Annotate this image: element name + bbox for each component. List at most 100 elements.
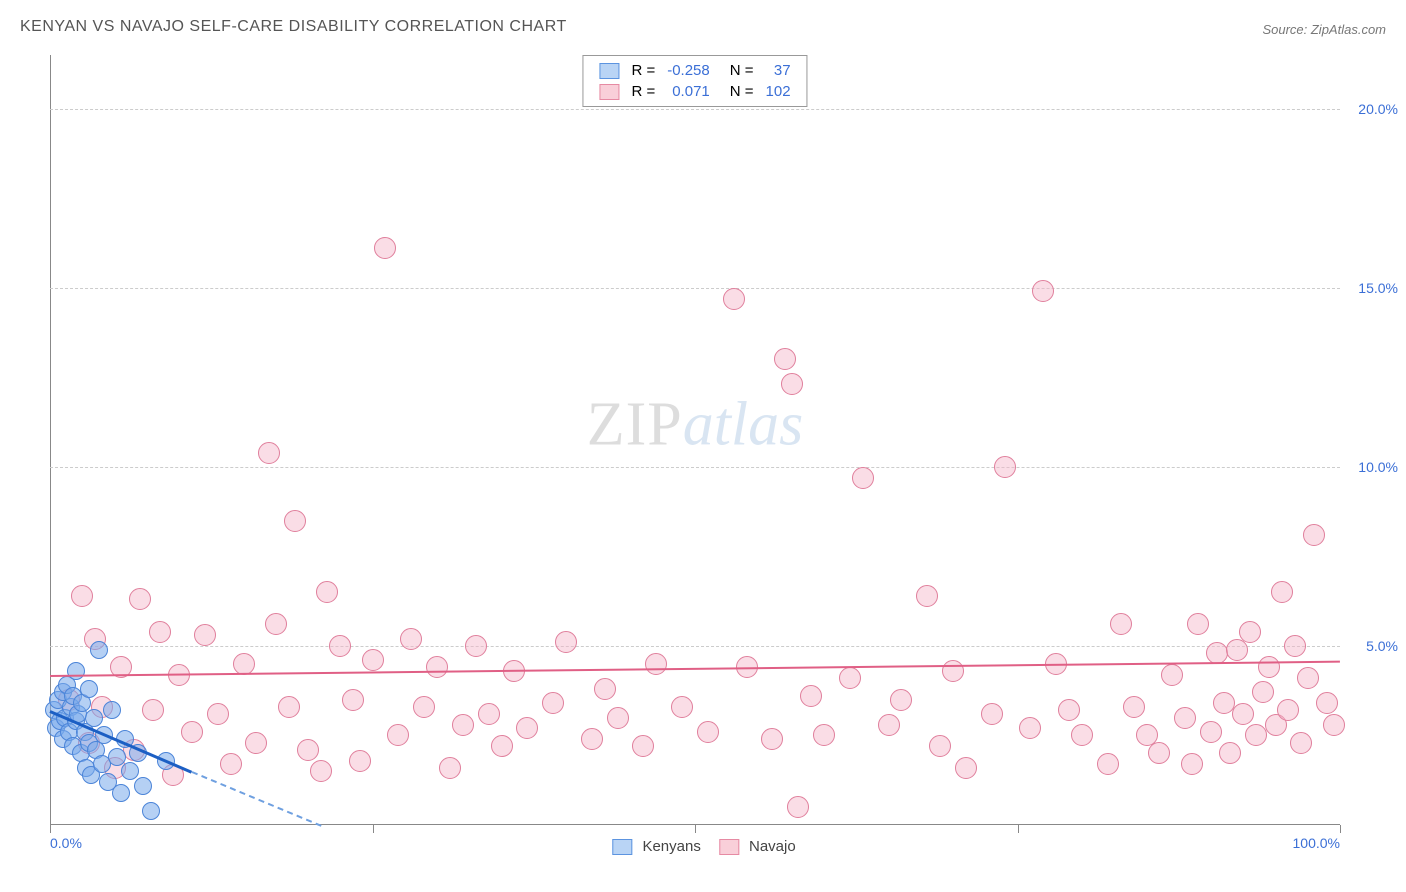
data-point <box>149 621 171 643</box>
data-point <box>555 631 577 653</box>
data-point <box>80 680 98 698</box>
data-point <box>1297 667 1319 689</box>
legend-swatch <box>599 63 619 79</box>
y-tick-label: 10.0% <box>1358 459 1398 475</box>
data-point <box>181 721 203 743</box>
data-point <box>607 707 629 729</box>
data-point <box>245 732 267 754</box>
data-point <box>813 724 835 746</box>
data-point <box>516 717 538 739</box>
x-tick-label: 100.0% <box>1293 835 1340 851</box>
data-point <box>878 714 900 736</box>
data-point <box>1019 717 1041 739</box>
data-point <box>1206 642 1228 664</box>
y-tick-label: 15.0% <box>1358 280 1398 296</box>
x-tick-mark <box>695 825 696 833</box>
legend-row: R =0.071N =102 <box>593 81 796 102</box>
series-legend: Kenyans Navajo <box>594 838 795 855</box>
data-point <box>1277 699 1299 721</box>
legend-r-label: R = <box>625 81 661 102</box>
data-point <box>439 757 461 779</box>
scatter-plot-area: ZIPatlas R =-0.258N =37R =0.071N =102 Ke… <box>50 55 1340 825</box>
data-point <box>67 662 85 680</box>
data-point <box>316 581 338 603</box>
data-point <box>1290 732 1312 754</box>
data-point <box>542 692 564 714</box>
x-tick-mark <box>1340 825 1341 833</box>
data-point <box>1323 714 1345 736</box>
data-point <box>142 802 160 820</box>
data-point <box>955 757 977 779</box>
data-point <box>342 689 364 711</box>
data-point <box>723 288 745 310</box>
data-point <box>284 510 306 532</box>
gridline <box>50 646 1340 647</box>
legend-r-value: 0.071 <box>661 81 716 102</box>
data-point <box>697 721 719 743</box>
data-point <box>329 635 351 657</box>
data-point <box>1258 656 1280 678</box>
data-point <box>265 613 287 635</box>
data-point <box>478 703 500 725</box>
data-point <box>491 735 513 757</box>
data-point <box>1058 699 1080 721</box>
legend-series-label: Kenyans <box>638 838 701 855</box>
data-point <box>374 237 396 259</box>
legend-row: R =-0.258N =37 <box>593 60 796 81</box>
data-point <box>310 760 332 782</box>
data-point <box>645 653 667 675</box>
watermark: ZIPatlas <box>587 389 804 460</box>
data-point <box>1032 280 1054 302</box>
legend-r-label: R = <box>625 60 661 81</box>
x-tick-mark <box>373 825 374 833</box>
data-point <box>787 796 809 818</box>
gridline <box>50 109 1340 110</box>
correlation-legend: R =-0.258N =37R =0.071N =102 <box>582 55 807 107</box>
data-point <box>1148 742 1170 764</box>
chart-container: KENYAN VS NAVAJO SELF-CARE DISABILITY CO… <box>0 0 1406 892</box>
data-point <box>258 442 280 464</box>
data-point <box>942 660 964 682</box>
y-tick-label: 5.0% <box>1366 638 1398 654</box>
gridline <box>50 467 1340 468</box>
legend-r-value: -0.258 <box>661 60 716 81</box>
data-point <box>278 696 300 718</box>
legend-series-label: Navajo <box>745 838 796 855</box>
legend-n-label: N = <box>716 81 760 102</box>
x-tick-label: 0.0% <box>50 835 82 851</box>
data-point <box>103 701 121 719</box>
data-point <box>85 709 103 727</box>
data-point <box>1245 724 1267 746</box>
data-point <box>1174 707 1196 729</box>
x-tick-mark <box>1018 825 1019 833</box>
data-point <box>581 728 603 750</box>
legend-swatch <box>612 839 632 855</box>
data-point <box>1161 664 1183 686</box>
data-point <box>671 696 693 718</box>
data-point <box>220 753 242 775</box>
data-point <box>1226 639 1248 661</box>
data-point <box>465 635 487 657</box>
data-point <box>594 678 616 700</box>
data-point <box>426 656 448 678</box>
data-point <box>839 667 861 689</box>
data-point <box>1187 613 1209 635</box>
data-point <box>1232 703 1254 725</box>
legend-swatch <box>599 84 619 100</box>
regression-line <box>192 771 322 827</box>
legend-n-value: 102 <box>760 81 797 102</box>
data-point <box>90 641 108 659</box>
data-point <box>1123 696 1145 718</box>
data-point <box>194 624 216 646</box>
data-point <box>916 585 938 607</box>
data-point <box>1316 692 1338 714</box>
data-point <box>1252 681 1274 703</box>
legend-n-value: 37 <box>760 60 797 81</box>
data-point <box>800 685 822 707</box>
data-point <box>71 585 93 607</box>
data-point <box>142 699 164 721</box>
data-point <box>1071 724 1093 746</box>
data-point <box>387 724 409 746</box>
data-point <box>134 777 152 795</box>
data-point <box>1303 524 1325 546</box>
